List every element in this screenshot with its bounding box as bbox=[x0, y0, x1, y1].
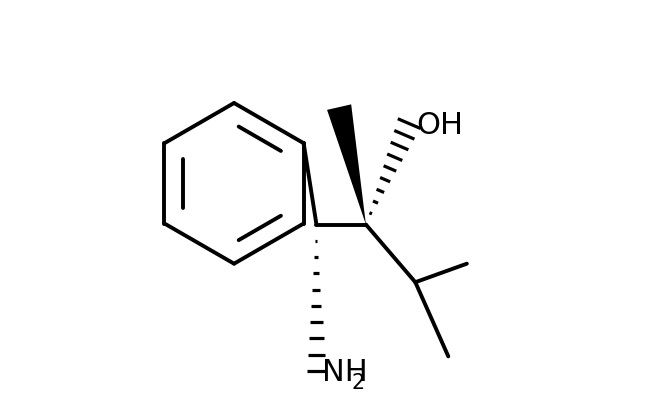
Polygon shape bbox=[327, 104, 366, 225]
Text: 2: 2 bbox=[352, 373, 364, 393]
Text: NH: NH bbox=[322, 358, 368, 387]
Text: OH: OH bbox=[416, 111, 463, 140]
